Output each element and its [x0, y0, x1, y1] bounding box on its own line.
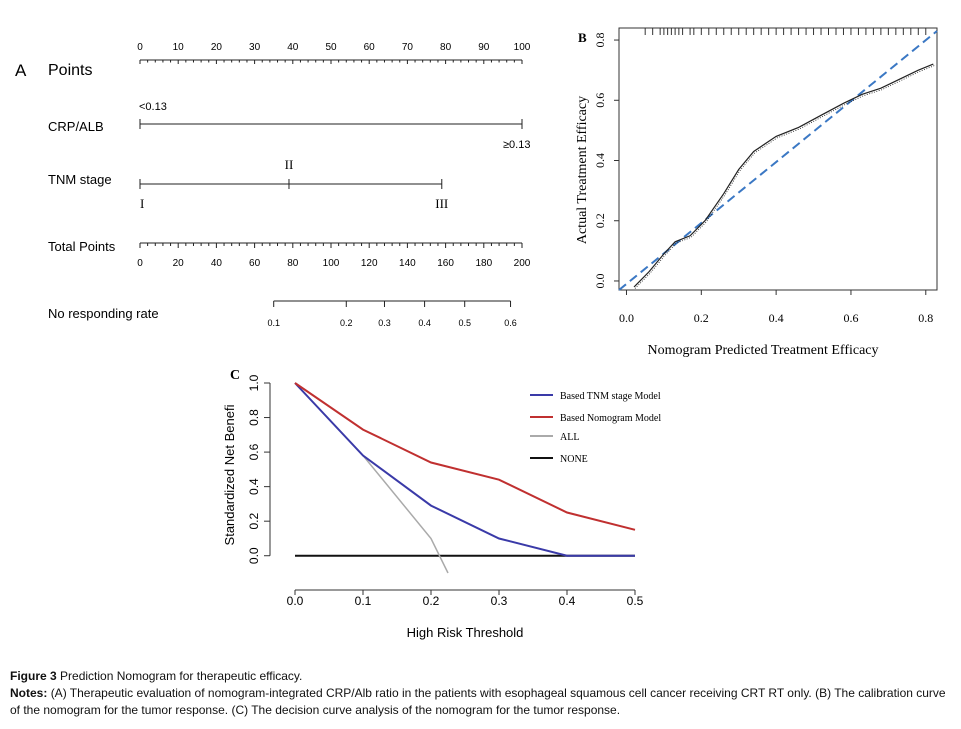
total-points-tick-label: 140 [399, 258, 416, 269]
total-points-tick-label: 60 [249, 258, 261, 269]
crp-alb-high-label: ≥0.13 [503, 139, 530, 151]
decision-curve-based-tnm-stage-model [294, 382, 635, 557]
calibration-x-tick-label: 0.8 [918, 311, 933, 325]
calibration-curve-dotted [634, 65, 935, 289]
no-responding-rate-row-label: No responding rate [48, 306, 159, 321]
decision-y-tick-label: 0.2 [247, 513, 261, 530]
total-points-tick-label: 120 [361, 258, 378, 269]
decision-x-tick-label: 0.3 [491, 594, 508, 608]
points-tick-label: 40 [287, 42, 299, 53]
figure-label: Figure 3 [10, 669, 57, 683]
points-tick-label: 0 [137, 42, 143, 53]
points-tick-label: 20 [211, 42, 223, 53]
total-points-tick-label: 40 [211, 258, 223, 269]
calibration-x-axis-title: Nomogram Predicted Treatment Efficacy [647, 343, 878, 358]
crp-alb-low-label: <0.13 [139, 101, 167, 113]
legend-label: NONE [560, 454, 588, 465]
calibration-x-tick-label: 0.2 [694, 311, 709, 325]
total-points-tick-label: 80 [287, 258, 299, 269]
decision-curve-based-nomogram-model [294, 382, 636, 531]
tnm-level-label: III [435, 196, 448, 211]
panel-b-letter: B [578, 30, 587, 45]
points-tick-label: 90 [478, 42, 490, 53]
total-points-tick-label: 0 [137, 258, 143, 269]
decision-y-tick-label: 0.0 [247, 547, 261, 564]
figure-caption: Figure 3 Prediction Nomogram for therape… [10, 668, 955, 719]
legend-label: Based TNM stage Model [560, 391, 661, 402]
total-points-tick-label: 100 [323, 258, 340, 269]
figure-title: Prediction Nomogram for therapeutic effi… [60, 669, 303, 683]
no-responding-tick-label: 0.3 [378, 318, 391, 328]
points-tick-label: 80 [440, 42, 452, 53]
points-tick-label: 30 [249, 42, 261, 53]
tnm-row-label: TNM stage [48, 172, 112, 187]
total-points-tick-label: 200 [514, 258, 531, 269]
total-points-tick-label: 180 [475, 258, 492, 269]
calibration-x-tick-label: 0.4 [769, 311, 784, 325]
decision-x-tick-label: 0.5 [627, 594, 644, 608]
decision-y-tick-label: 0.8 [247, 409, 261, 426]
legend-label: ALL [560, 432, 579, 443]
caption-title-line: Figure 3 Prediction Nomogram for therape… [10, 668, 955, 685]
panel-a-letter: A [15, 61, 27, 80]
calibration-y-tick-label: 0.8 [593, 33, 607, 48]
crp-alb-row-label: CRP/ALB [48, 119, 104, 134]
panel-a-nomogram: A Points 0 10 20 30 40 50 60 70 80 90 100 CRP/ALB <0.1… [15, 42, 531, 328]
decision-x-tick-label: 0.2 [423, 594, 440, 608]
total-points-row-label: Total Points [48, 239, 116, 254]
tnm-level-label: I [140, 196, 144, 211]
calibration-y-tick-label: 0.2 [593, 213, 607, 228]
no-responding-tick-label: 0.6 [504, 318, 517, 328]
calibration-y-axis-title: Actual Treatment Efficacy [575, 96, 590, 244]
points-tick-label: 70 [402, 42, 414, 53]
decision-y-tick-label: 1.0 [247, 374, 261, 391]
tnm-level-label: II [285, 157, 294, 172]
decision-y-tick-label: 0.6 [247, 443, 261, 460]
caption-notes: Notes: (A) Therapeutic evaluation of nom… [10, 685, 955, 719]
calibration-ideal-line [618, 30, 938, 291]
calibration-y-tick-label: 0.0 [593, 273, 607, 288]
panel-c-decision-curve: C 0.0 0.2 0.4 0.6 0.8 1.0 0.0 0.1 0.2 0.3 0.4 0.5 Hig… [222, 368, 661, 640]
no-responding-tick-label: 0.1 [267, 318, 280, 328]
calibration-plot-frame [618, 27, 938, 291]
points-tick-label: 10 [173, 42, 185, 53]
points-tick-label: 50 [325, 42, 337, 53]
decision-x-tick-label: 0.1 [355, 594, 372, 608]
calibration-y-tick-label: 0.4 [593, 153, 607, 168]
decision-x-axis-title: High Risk Threshold [407, 625, 524, 640]
decision-x-tick-label: 0.0 [287, 594, 304, 608]
no-responding-tick-label: 0.5 [458, 318, 471, 328]
notes-label: Notes: [10, 686, 48, 700]
decision-y-tick-label: 0.4 [247, 478, 261, 495]
panel-c-letter: C [230, 368, 240, 383]
total-points-tick-label: 20 [173, 258, 185, 269]
total-points-tick-label: 160 [437, 258, 454, 269]
calibration-curve [633, 63, 934, 288]
points-row-label: Points [48, 62, 92, 79]
no-responding-tick-label: 0.4 [418, 318, 431, 328]
points-tick-label: 100 [514, 42, 531, 53]
panel-b-calibration: B 0.0 0.2 0.4 0.6 0.8 0.0 0.2 0.4 0.6 0.8 Nomogram … [575, 27, 938, 358]
calibration-x-tick-label: 0.0 [619, 311, 634, 325]
no-responding-tick-label: 0.2 [340, 318, 353, 328]
notes-text: (A) Therapeutic evaluation of nomogram-i… [10, 686, 946, 717]
points-tick-label: 60 [364, 42, 376, 53]
decision-curve-all [294, 382, 449, 574]
calibration-x-tick-label: 0.6 [843, 311, 858, 325]
calibration-y-tick-label: 0.6 [593, 93, 607, 108]
decision-x-tick-label: 0.4 [559, 594, 576, 608]
legend-label: Based Nomogram Model [560, 413, 661, 424]
decision-y-axis-title: Standardized Net Benefi [222, 404, 237, 545]
